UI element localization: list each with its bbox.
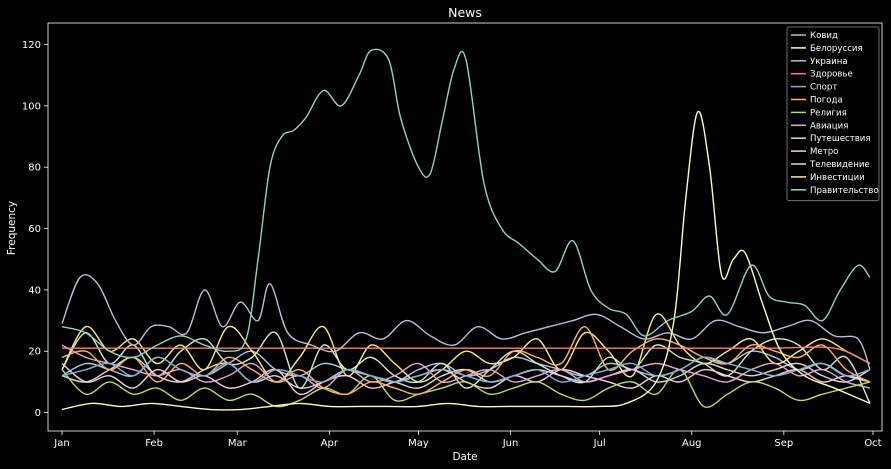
axes-frame [47,22,883,432]
legend-entry: Погода [810,96,843,106]
x-axis-title: Date [452,451,477,463]
y-tick-label: 20 [28,347,41,358]
legend-entry: Инвестиции [810,173,865,183]
y-tick-label: 80 [28,163,41,174]
legend-entry: Религия [810,108,847,118]
legend-entry: Путешествия [810,134,871,144]
x-tick-label: May [408,438,429,449]
y-tick-label: 60 [28,224,41,235]
x-axis-ticks: Jan Feb Mar Apr May Jun Jul Aug Sep Oct [53,431,882,449]
legend: Ковид Белоруссия Украина Здоровье Спорт Погод… [786,26,880,202]
series-line-5 [61,356,871,383]
x-tick-label: Apr [321,438,339,449]
legend-box [786,26,880,202]
y-tick-label: 100 [22,101,41,112]
legend-entry: Украина [810,57,848,67]
series-line-7 [61,368,871,408]
x-tick-label: Mar [228,438,248,449]
x-tick-label: Feb [145,438,163,449]
series-line-3 [61,274,871,370]
series-lines [61,48,871,411]
x-tick-label: Oct [864,438,881,449]
y-axis-ticks: 0 20 40 60 80 100 120 [22,40,48,419]
series-line-1 [61,48,871,359]
y-tick-label: 0 [35,408,41,419]
series-line-12 [61,313,871,383]
x-tick-label: Jun [502,438,519,449]
legend-entry: Авиация [810,121,848,131]
series-line-4 [62,346,871,365]
series-line-2 [61,110,871,411]
legend-entry: Белоруссия [810,44,863,54]
x-tick-label: Jan [53,438,69,449]
y-tick-label: 120 [22,40,41,51]
y-axis-title: Frequency [6,201,18,255]
x-tick-label: Aug [682,438,702,449]
y-tick-label: 40 [28,285,41,296]
plot-area: Jan Feb Mar Apr May Jun Jul Aug Sep Oct 0 20 40 60 80… [22,22,883,449]
legend-entry: Спорт [810,83,837,93]
x-tick-label: Sep [774,438,793,449]
series-line-6 [61,326,871,396]
chart-title: News [448,5,482,20]
x-tick-label: Jul [593,438,606,449]
legend-entry: Здоровье [810,70,853,80]
legend-entry: Ковид [810,31,838,41]
legend-entry: Правительство [810,186,879,196]
legend-entry: Метро [810,147,838,157]
legend-entry: Телевидение [809,160,870,170]
